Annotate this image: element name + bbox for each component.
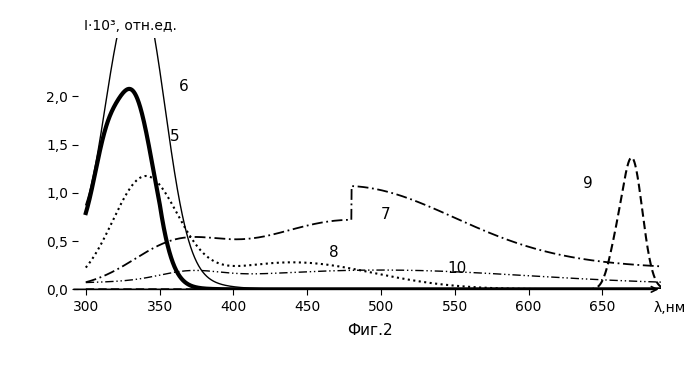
Text: I·10³, отн.ед.: I·10³, отн.ед. (84, 19, 177, 33)
Text: 6: 6 (179, 79, 188, 95)
Text: 10: 10 (447, 261, 467, 276)
Text: 7: 7 (381, 207, 391, 222)
Text: 5: 5 (170, 129, 179, 144)
Text: 9: 9 (584, 176, 593, 191)
Text: 8: 8 (329, 245, 339, 260)
Text: Фиг.2: Фиг.2 (347, 322, 393, 337)
Text: λ,нм: λ,нм (654, 301, 686, 315)
